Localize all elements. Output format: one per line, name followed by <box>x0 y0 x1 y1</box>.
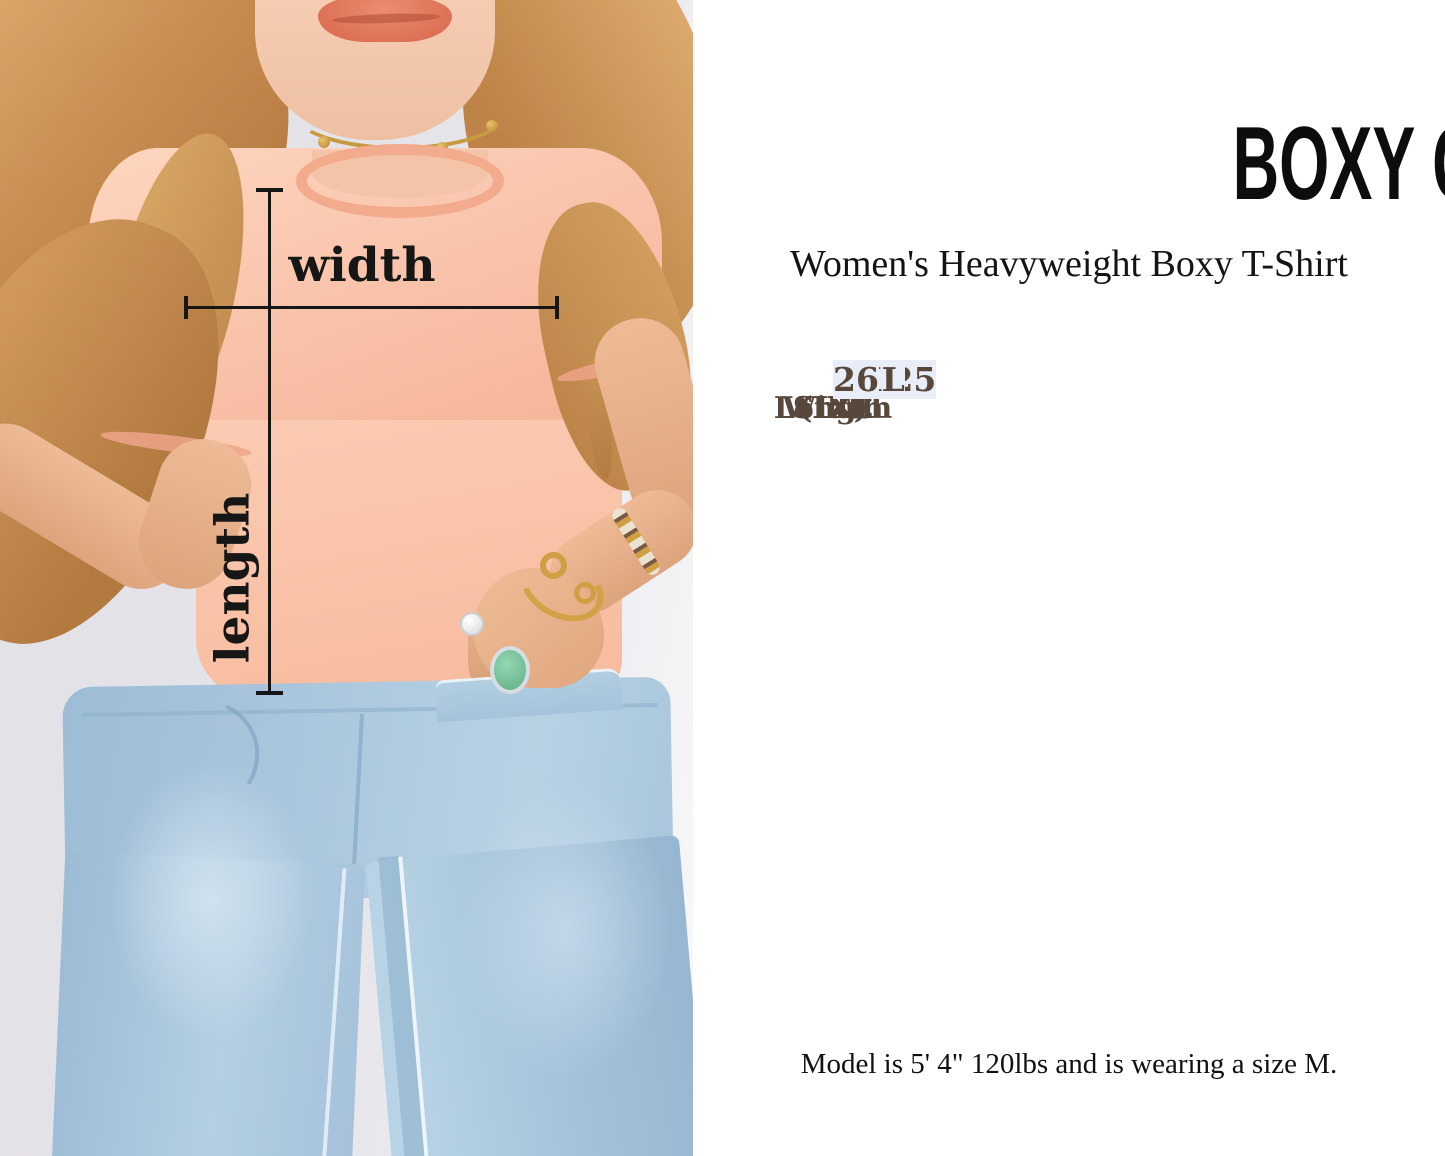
page-subtitle: Women's Heavyweight Boxy T-Shirt <box>790 243 1348 285</box>
gold-link-ring <box>574 582 596 604</box>
width-measure-line <box>186 306 558 309</box>
pearl-ring <box>460 612 484 636</box>
turquoise-ring <box>490 646 530 694</box>
gold-link-ring <box>540 552 567 579</box>
necklace-charm <box>486 120 498 132</box>
width-measure-cap-right <box>555 296 559 319</box>
denim-wash-highlight <box>460 780 670 1080</box>
page-title: BOXY CROP TOP <box>1232 106 1445 222</box>
denim-wash-highlight <box>110 760 310 1040</box>
necklace-charm <box>318 136 330 148</box>
cell-width-2xl: 26 <box>833 360 879 399</box>
tshirt-collar <box>296 144 504 218</box>
width-label: width <box>288 238 436 293</box>
size-chart-table: SIZE Length (IN) Width (IN) S 20 18.25 M… <box>774 360 1317 991</box>
model-size-note: Model is 5' 4" 120lbs and is wearing a s… <box>800 1048 1338 1080</box>
length-label: length <box>205 492 261 664</box>
size-info-panel: BOXY CROP TOP Women's Heavyweight Boxy T… <box>693 0 1445 1156</box>
width-measure-cap-left <box>184 296 188 319</box>
length-measure-cap-bottom <box>256 691 283 695</box>
product-photo: width length <box>0 0 693 1156</box>
length-measure-line <box>268 190 271 694</box>
length-measure-cap-top <box>256 188 283 192</box>
